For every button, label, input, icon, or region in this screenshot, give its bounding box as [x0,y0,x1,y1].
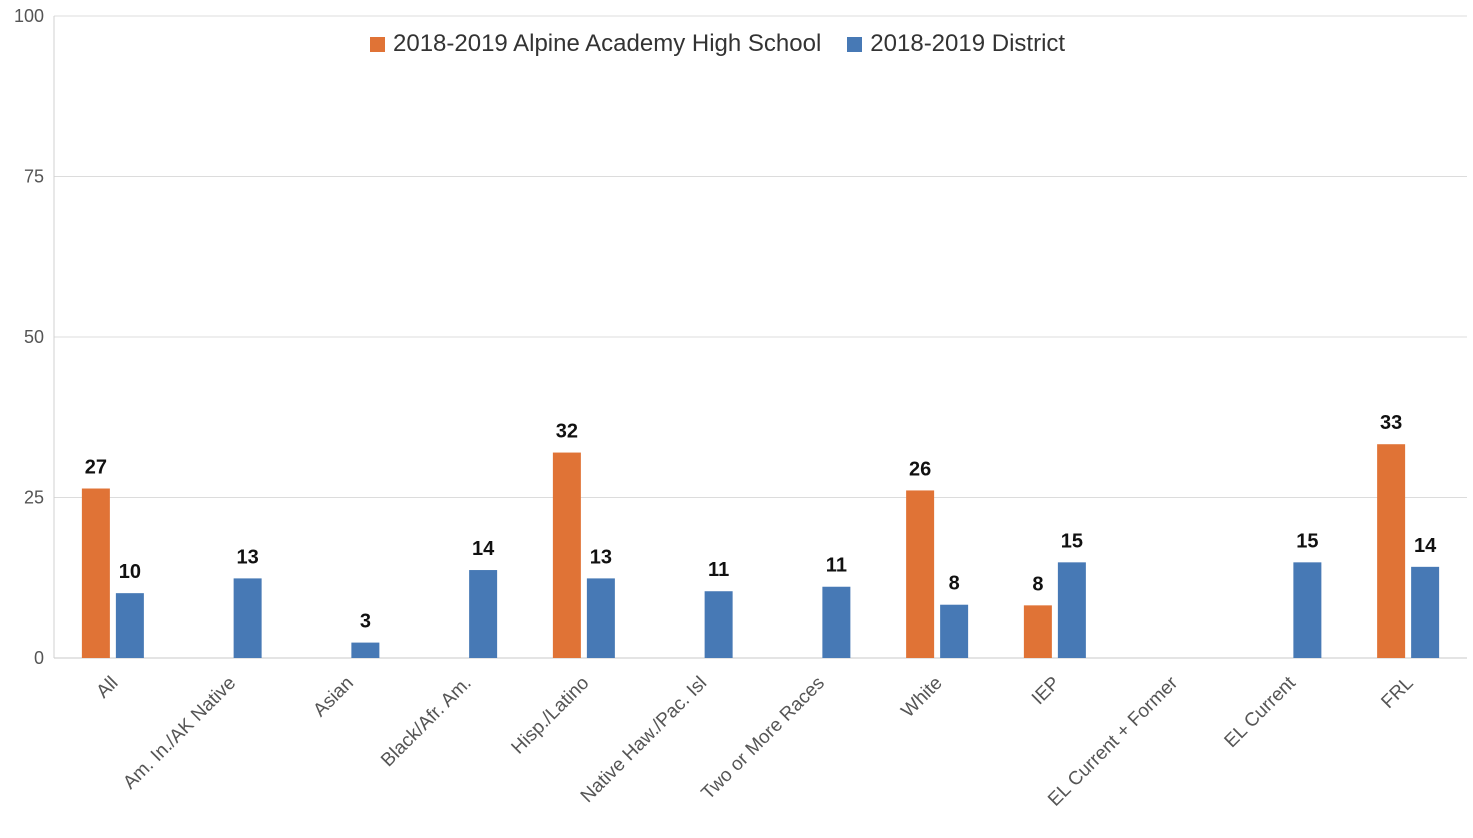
data-label: 32 [556,421,578,443]
legend-item-district: 2018-2019 District [847,30,1065,58]
data-label: 10 [119,561,141,583]
bar-district-1 [233,578,262,658]
legend-label-district: 2018-2019 District [870,30,1066,57]
data-label: 27 [85,457,107,479]
y-tick-label: 100 [14,6,44,26]
data-label: 15 [1296,530,1318,552]
x-tick-label: EL Current [1221,672,1301,752]
data-label: 14 [1414,535,1437,557]
x-tick-label: Native Haw./Pac. Isl [577,673,711,807]
y-tick-label: 50 [24,327,44,347]
data-label: 13 [237,546,259,568]
y-axis-ticks: 0 25 50 75 100 [14,6,44,668]
x-tick-label: Am. In./AK Native [119,673,240,794]
data-label: 11 [826,555,847,577]
bar-district-4 [586,578,615,658]
x-tick-label: All [93,673,123,703]
bar-district-3 [469,570,498,658]
legend-swatch-district [847,36,863,52]
data-label: 11 [708,559,729,581]
data-label: 8 [1032,573,1043,595]
data-label: 33 [1380,412,1402,434]
x-tick-label: Two or More Races [698,673,829,804]
data-labels: 27 10 13 3 14 32 13 11 11 26 8 8 15 15 33 14 [85,412,1437,632]
bars [81,444,1440,658]
bar-school-7 [906,490,935,658]
bar-district-10 [1293,562,1322,658]
bar-school-11 [1377,444,1406,658]
gridlines [53,15,1467,659]
x-tick-label: Hisp./Latino [508,673,594,759]
bar-district-7 [940,604,969,658]
x-tick-label: White [897,673,946,722]
y-tick-label: 0 [34,648,44,668]
bar-district-11 [1411,566,1440,658]
data-label: 15 [1061,530,1083,552]
x-tick-label: Black/Afr. Am. [377,673,475,771]
legend-item-school: 2018-2019 Alpine Academy High School [370,30,821,58]
y-tick-label: 75 [24,167,44,187]
x-tick-label: Asian [309,673,357,721]
legend: 2018-2019 Alpine Academy High School 201… [370,30,1065,58]
bar-school-4 [552,452,581,658]
x-tick-label: EL Current + Former [1044,672,1182,810]
data-label: 8 [949,573,960,595]
x-tick-label: IEP [1028,673,1065,710]
data-label: 26 [909,458,931,480]
bar-school-8 [1023,605,1052,658]
bar-district-0 [115,593,144,658]
y-tick-label: 25 [24,488,44,508]
bar-district-8 [1057,562,1086,658]
data-label: 3 [360,611,371,633]
legend-label-school: 2018-2019 Alpine Academy High School [393,30,822,57]
legend-swatch-school [370,36,385,52]
bar-district-6 [822,586,851,658]
bar-district-5 [704,591,733,658]
x-tick-label: FRL [1377,673,1417,713]
bar-school-0 [81,488,110,658]
data-label: 13 [590,546,612,568]
bar-district-2 [351,642,380,658]
data-label: 14 [472,538,495,560]
